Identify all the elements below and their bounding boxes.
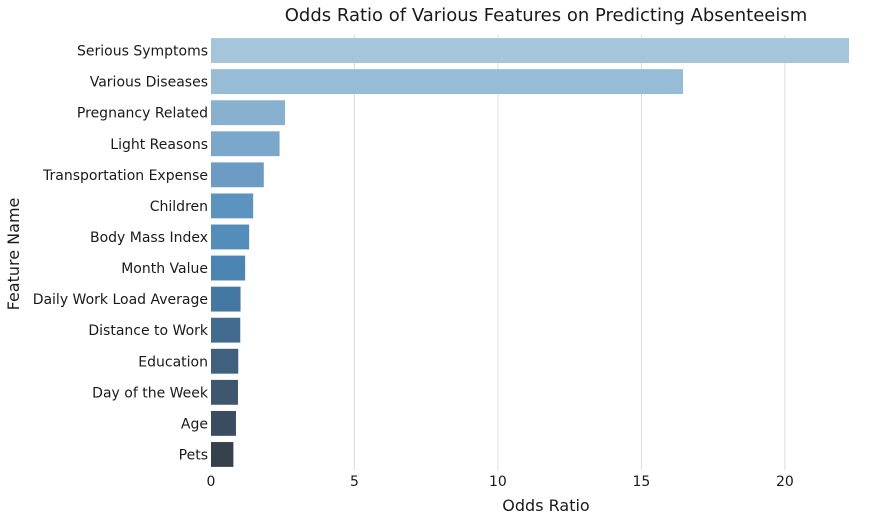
y-tick-label: Education	[138, 354, 208, 370]
x-axis-title: Odds Ratio	[502, 496, 589, 515]
y-tick-label: Serious Symptoms	[77, 44, 208, 60]
y-tick-label: Children	[150, 199, 208, 215]
y-tick-label: Month Value	[121, 261, 208, 277]
x-tick-labels: 0 5 10 15 20	[207, 474, 794, 490]
bar	[211, 348, 239, 374]
bar	[211, 162, 264, 188]
bar	[211, 379, 238, 405]
bars	[211, 38, 849, 467]
y-tick-label: Light Reasons	[110, 137, 208, 153]
y-tick-labels: Serious Symptoms Various Diseases Pregnanc…	[33, 44, 209, 464]
y-axis-title: Feature Name	[4, 198, 23, 311]
y-tick-label: Daily Work Load Average	[33, 292, 208, 308]
bar	[211, 255, 246, 281]
bar	[211, 193, 254, 219]
y-tick-label: Various Diseases	[90, 75, 208, 91]
y-tick-label: Day of the Week	[92, 385, 209, 401]
bar	[211, 442, 234, 467]
bar	[211, 131, 280, 157]
y-tick-label: Transportation Expense	[42, 168, 208, 184]
chart-title: Odds Ratio of Various Features on Predic…	[285, 5, 808, 26]
bar	[211, 317, 241, 343]
x-tick-label: 10	[489, 474, 507, 490]
x-tick-label: 0	[207, 474, 216, 490]
bar	[211, 69, 684, 95]
y-tick-label: Pregnancy Related	[77, 106, 208, 122]
x-tick-label: 5	[350, 474, 359, 490]
y-tick-label: Distance to Work	[88, 323, 209, 339]
bar	[211, 38, 849, 63]
x-tick-label: 20	[776, 474, 794, 490]
y-tick-label: Body Mass Index	[90, 230, 208, 246]
y-tick-label: Pets	[179, 447, 208, 463]
bar	[211, 286, 241, 312]
y-tick-label: Age	[181, 416, 208, 432]
x-tick-label: 15	[632, 474, 650, 490]
bar	[211, 224, 250, 250]
bar	[211, 100, 286, 126]
bar	[211, 410, 236, 436]
gridlines	[353, 35, 786, 470]
